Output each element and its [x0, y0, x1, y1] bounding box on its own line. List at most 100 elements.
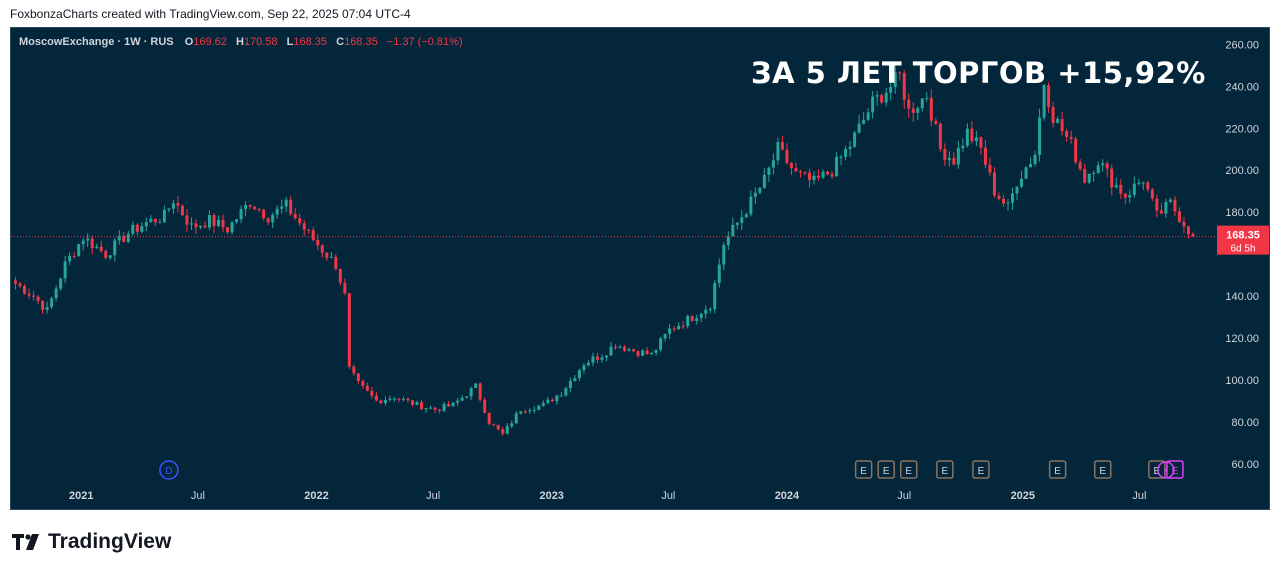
- candle-body: [1168, 199, 1172, 203]
- candle-body: [63, 261, 67, 279]
- candle-body: [614, 346, 618, 348]
- candle-body: [997, 195, 1001, 199]
- candle-body: [961, 145, 965, 149]
- candle-body: [857, 123, 861, 133]
- candle-body: [18, 283, 22, 286]
- candle-body: [483, 399, 487, 413]
- y-tick-label: 80.00: [1231, 417, 1259, 429]
- candle-body: [262, 209, 266, 219]
- candle-body: [415, 402, 419, 405]
- candle-body: [1159, 210, 1163, 214]
- x-tick-label: 2021: [69, 490, 93, 502]
- candle-body: [456, 400, 460, 403]
- chart-area[interactable]: 260.00 240.00 220.00 200.00 180.00 140.00 120.…: [10, 27, 1270, 510]
- candle-body: [248, 205, 252, 207]
- candle-body: [798, 171, 802, 173]
- candle-body: [487, 412, 491, 424]
- earnings-marker: [1048, 460, 1067, 479]
- candle-body: [253, 206, 257, 210]
- earnings-marker-label: E: [1154, 466, 1161, 477]
- candlestick-chart[interactable]: 260.00 240.00 220.00 200.00 180.00 140.00 120.…: [11, 28, 1270, 510]
- candle-body: [474, 383, 478, 388]
- candle-body: [370, 390, 374, 396]
- candle-body: [722, 245, 726, 265]
- candle-body: [424, 408, 428, 410]
- candle-body: [916, 108, 920, 113]
- tradingview-wordmark: TradingView: [48, 530, 172, 553]
- candle-body: [817, 175, 821, 178]
- earnings-marker-label: E: [883, 466, 890, 477]
- change-value: −1.37 (−0.81%): [386, 36, 463, 48]
- candle-body: [1024, 167, 1028, 179]
- candle-body: [618, 346, 622, 348]
- candle-body: [537, 405, 541, 410]
- candle-body: [99, 246, 103, 251]
- candle-body: [131, 224, 135, 234]
- candle-body: [45, 307, 49, 311]
- candle-body: [239, 209, 243, 220]
- candle-body: [1051, 107, 1055, 123]
- candle-body: [875, 95, 879, 97]
- earnings-marker: [1166, 460, 1184, 479]
- candle-body: [325, 252, 329, 258]
- candle-body: [889, 86, 893, 93]
- x-tick-label: 2025: [1011, 490, 1035, 502]
- candle-body: [704, 309, 708, 314]
- candle-body: [546, 399, 550, 403]
- candle-body: [320, 245, 324, 253]
- candle-body: [176, 203, 180, 206]
- candle-body: [50, 298, 54, 308]
- candle-body: [595, 356, 599, 360]
- candle-body: [442, 404, 446, 411]
- split-marker: [1157, 461, 1175, 479]
- candle-body: [397, 398, 401, 400]
- candle-body: [36, 296, 40, 301]
- candle-body: [641, 350, 645, 356]
- candle-body: [343, 282, 347, 294]
- candle-body: [280, 206, 284, 209]
- earnings-marker: [936, 460, 954, 479]
- candle-body: [180, 205, 184, 216]
- candle-body: [185, 215, 189, 225]
- candle-body: [226, 227, 230, 233]
- y-tick-label: 200.00: [1225, 165, 1259, 177]
- candle-body: [938, 123, 942, 150]
- candle-body: [519, 411, 523, 414]
- candle-body: [420, 402, 424, 410]
- ohlc-legend: MoscowExchange · 1W · RUS O169.62 H170.5…: [19, 36, 463, 48]
- candle-body: [361, 381, 365, 386]
- candle-body: [383, 399, 387, 404]
- candle-body: [925, 97, 929, 99]
- tradingview-logo[interactable]: TradingView: [12, 530, 171, 554]
- candle-body: [826, 171, 830, 175]
- candle-body: [839, 156, 843, 158]
- x-tick-label: Jul: [426, 490, 440, 502]
- symbol-label[interactable]: MoscowExchange · 1W · RUS: [19, 36, 174, 48]
- candle-body: [1146, 182, 1150, 190]
- candle-body: [1001, 198, 1005, 204]
- x-tick-label: 2023: [539, 490, 563, 502]
- candle-body: [568, 380, 572, 389]
- candle-body: [807, 172, 811, 181]
- candle-body: [496, 424, 500, 430]
- candle-body: [1092, 172, 1096, 174]
- y-tick-label: 180.00: [1225, 207, 1259, 219]
- candle-body: [983, 147, 987, 165]
- candle-body: [374, 395, 378, 401]
- candle-body: [113, 240, 117, 256]
- candle-body: [853, 132, 857, 147]
- candle-body: [604, 355, 608, 358]
- candle-body: [735, 222, 739, 225]
- earnings-marker: [877, 460, 895, 479]
- candle-body: [600, 357, 604, 360]
- candle-body: [501, 429, 505, 434]
- chart-caption: FoxbonzaCharts created with TradingView.…: [10, 7, 411, 21]
- candle-body: [1069, 136, 1073, 139]
- candle-body: [1078, 162, 1082, 169]
- candles-group: [14, 64, 1195, 436]
- candle-body: [59, 278, 63, 289]
- candle-body: [677, 325, 681, 330]
- candle-body: [884, 92, 888, 103]
- candle-body: [1096, 165, 1100, 173]
- candle-body: [559, 395, 563, 397]
